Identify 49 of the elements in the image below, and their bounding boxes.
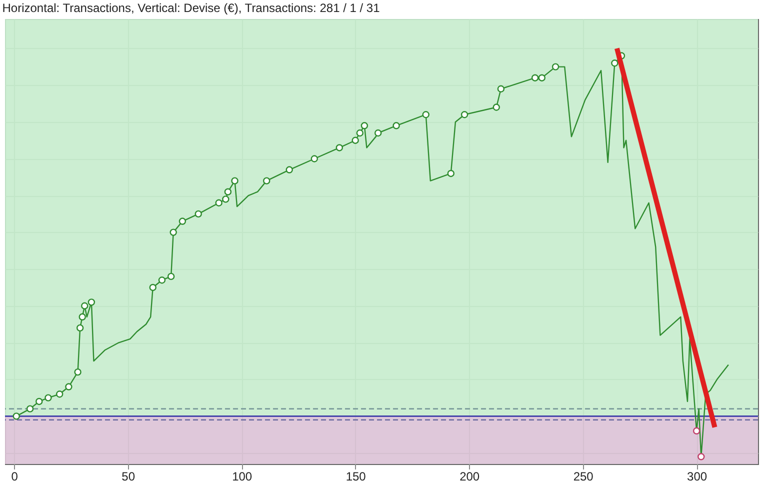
point <box>224 188 232 196</box>
point <box>78 313 86 320</box>
point <box>263 177 270 184</box>
point <box>310 155 318 162</box>
point <box>167 272 175 280</box>
point <box>698 453 705 460</box>
point <box>149 284 156 292</box>
x-tick-label: 0 <box>11 470 18 484</box>
chart-title: Horizontal: Transactions, Vertical: Devise (€), Transactions: 281 / 1 / 31 <box>2 1 380 15</box>
x-tick-label: 150 <box>346 470 366 484</box>
point <box>336 144 344 152</box>
point <box>692 427 700 434</box>
point <box>44 394 52 402</box>
x-tick-label: 100 <box>232 470 252 484</box>
point <box>460 111 468 118</box>
point <box>497 85 505 92</box>
point <box>194 210 202 218</box>
point <box>422 111 430 118</box>
point <box>36 398 43 406</box>
x-tick-label: 250 <box>573 470 594 484</box>
point <box>352 136 359 144</box>
point <box>360 122 368 130</box>
x-tick-label: 50 <box>122 470 136 484</box>
point <box>178 218 186 225</box>
point <box>222 196 230 203</box>
point <box>374 129 382 137</box>
point <box>81 302 88 310</box>
point <box>231 177 238 184</box>
point <box>538 74 546 82</box>
point <box>65 383 72 390</box>
point <box>88 298 96 306</box>
point <box>56 390 64 398</box>
point <box>552 63 560 70</box>
point <box>286 166 293 174</box>
point <box>74 368 82 376</box>
point <box>356 129 364 137</box>
point <box>12 412 20 420</box>
point <box>76 324 84 332</box>
point <box>392 122 400 130</box>
point <box>170 228 177 236</box>
point <box>611 60 618 67</box>
point <box>158 276 166 284</box>
point <box>492 104 500 111</box>
point <box>447 170 454 178</box>
point <box>531 74 539 82</box>
point <box>215 199 222 206</box>
point <box>26 405 34 412</box>
x-tick-label: 300 <box>687 470 708 484</box>
x-tick-label: 200 <box>460 470 480 484</box>
